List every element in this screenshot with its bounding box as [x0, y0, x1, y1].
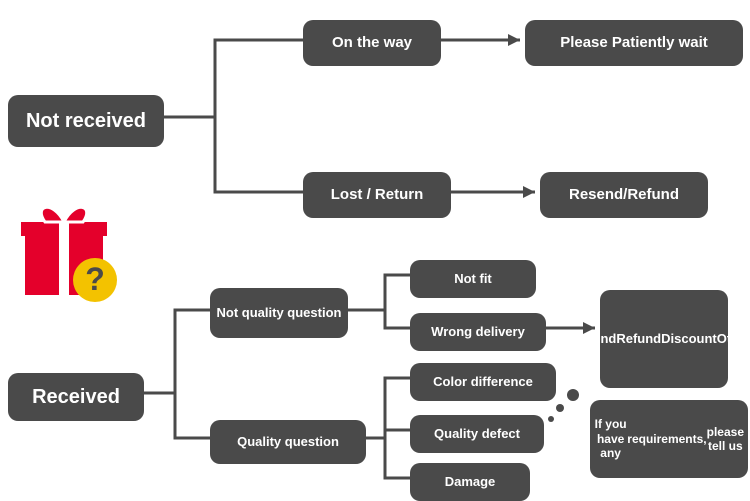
node-resend-refund: Resend/Refund	[540, 172, 708, 218]
node-quality: Quality question	[210, 420, 366, 464]
node-patiently: Please Patiently wait	[525, 20, 743, 66]
node-not-quality: Not quality question	[210, 288, 348, 338]
node-received: Received	[8, 373, 144, 421]
node-damage: Damage	[410, 463, 530, 501]
node-tell-us: If you have anyrequirements,please tell …	[590, 400, 748, 478]
node-wrong-deliv: Wrong delivery	[410, 313, 546, 351]
question-badge: ?	[85, 261, 105, 297]
node-quality-def: Quality defect	[410, 415, 544, 453]
node-on-the-way: On the way	[303, 20, 441, 66]
gift-icon: ?	[15, 195, 125, 305]
node-lost-return: Lost / Return	[303, 172, 451, 218]
node-not-received: Not received	[8, 95, 164, 147]
node-outcomes: ResendRefundDiscountOthers	[600, 290, 728, 388]
node-color-diff: Color difference	[410, 363, 556, 401]
node-not-fit: Not fit	[410, 260, 536, 298]
